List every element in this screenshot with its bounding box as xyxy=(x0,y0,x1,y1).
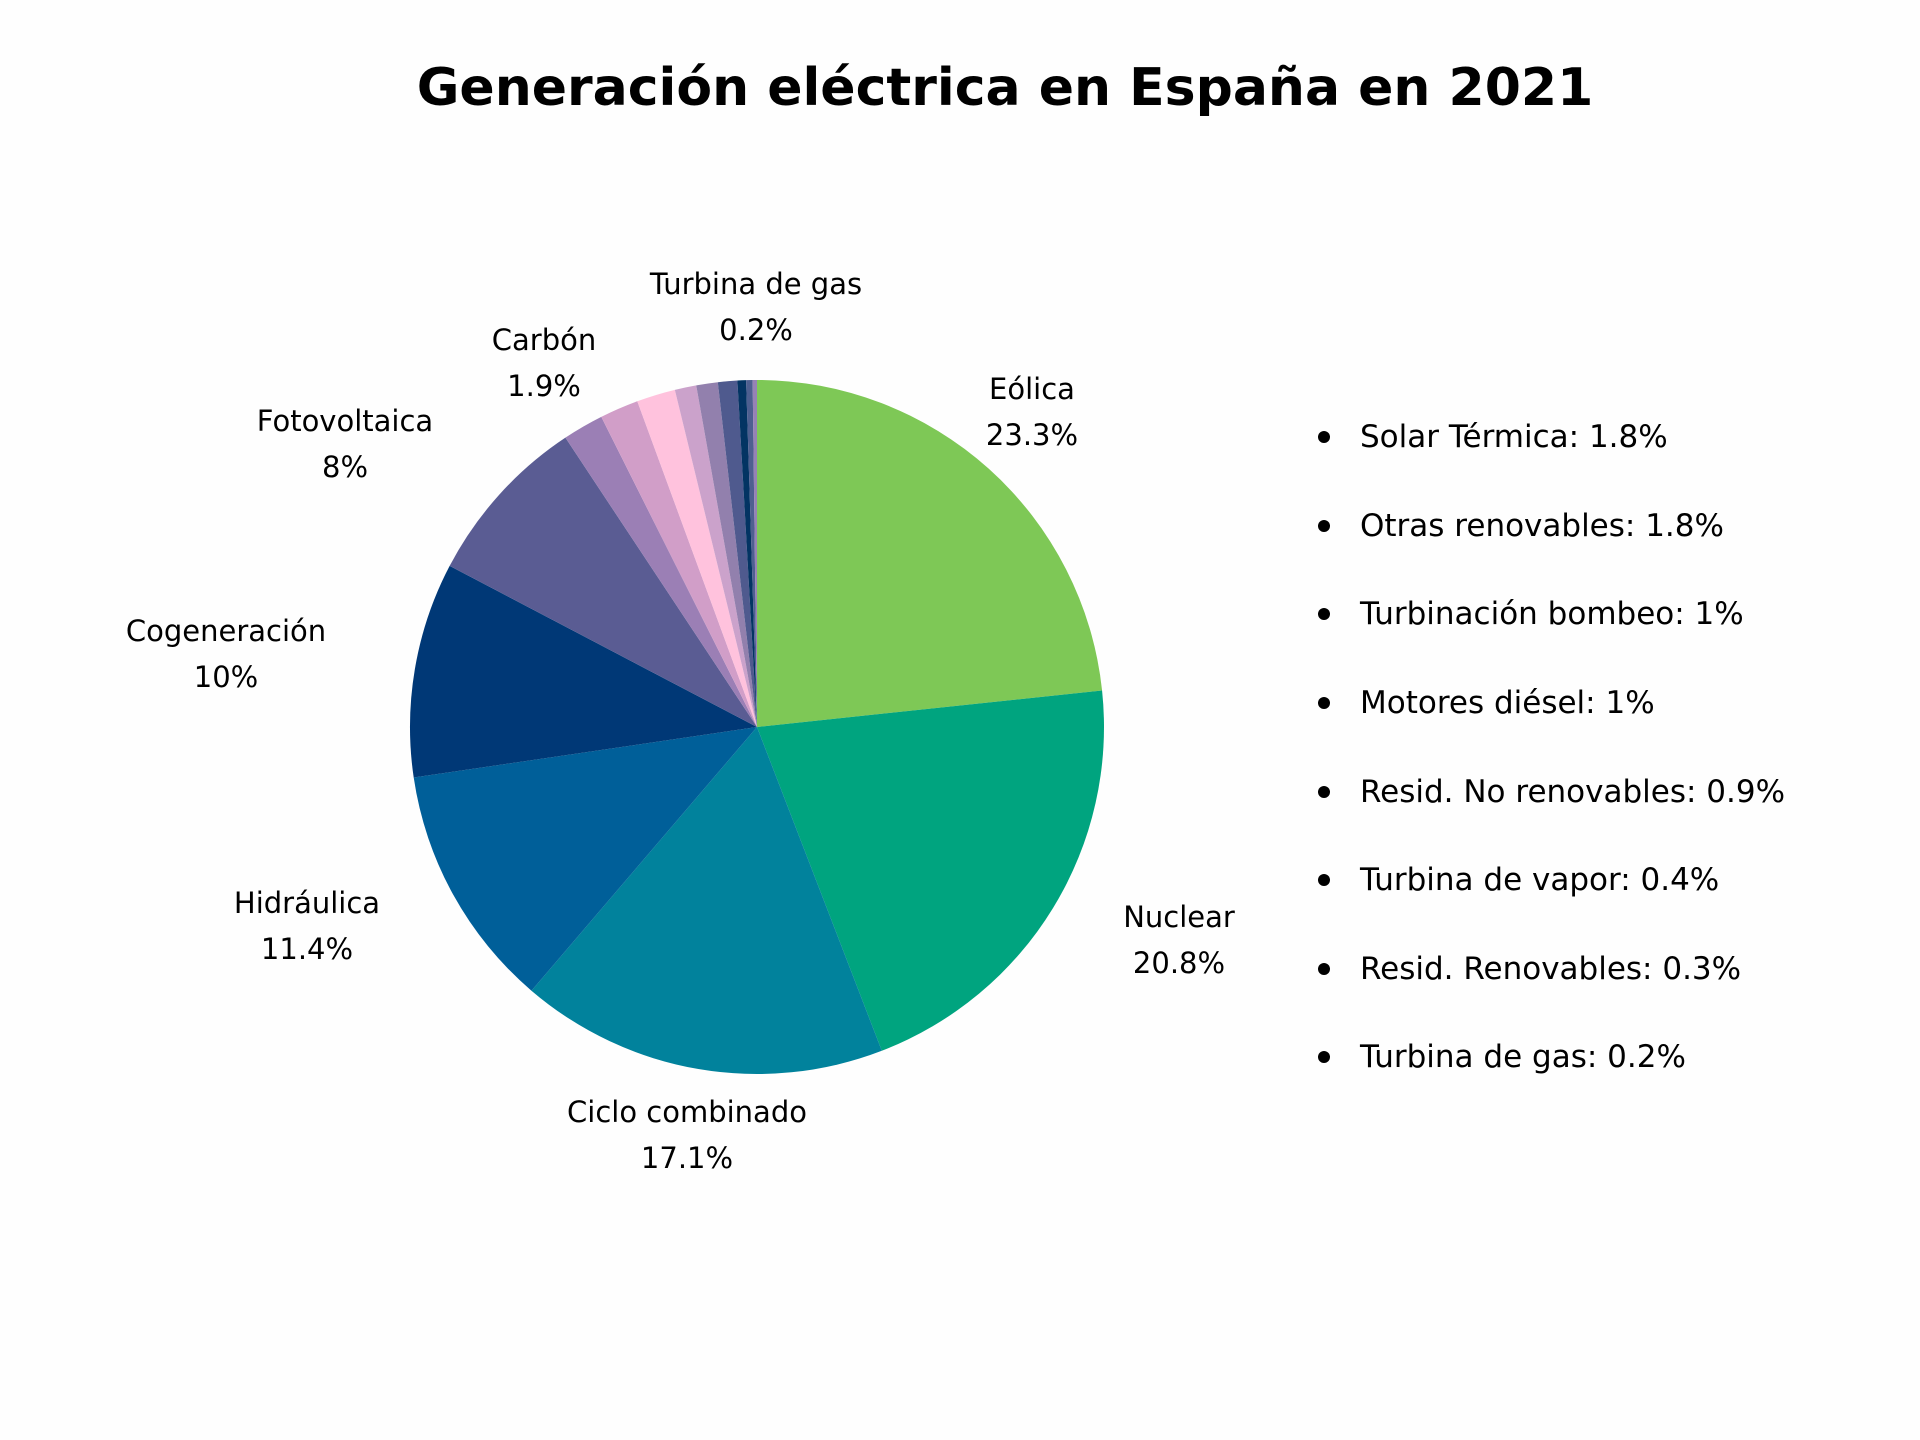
pie-slice xyxy=(752,380,757,727)
legend-item: Otras renovables: 1.8% xyxy=(1318,497,1785,586)
bullet-icon xyxy=(1318,697,1330,710)
legend-text: Solar Térmica: 1.8% xyxy=(1360,419,1668,456)
legend-text: Turbina de gas: 0.2% xyxy=(1360,1039,1686,1076)
slice-label: Cogeneración 10% xyxy=(126,608,326,700)
slice-label: Turbina de gas 0.2% xyxy=(650,261,862,353)
slice-label-name: Turbina de gas xyxy=(649,267,863,301)
pie-slice xyxy=(746,380,757,727)
legend-item: Resid. Renovables: 0.3% xyxy=(1318,940,1785,1029)
slice-label: Nuclear 20.8% xyxy=(1123,894,1235,986)
slice-label-name: Cogeneración xyxy=(125,614,327,648)
pie-slice xyxy=(637,389,757,727)
chart-title: Generación eléctrica en España en 2021 xyxy=(416,58,1594,118)
slice-label-value: 20.8% xyxy=(1132,946,1226,980)
pie-slice xyxy=(531,727,882,1074)
bullet-icon xyxy=(1318,785,1330,798)
slice-label-value: 1.9% xyxy=(507,369,581,403)
bullet-icon xyxy=(1318,874,1330,887)
legend-item: Solar Térmica: 1.8% xyxy=(1318,408,1785,497)
slice-label: Hidráulica 11.4% xyxy=(234,880,380,972)
slice-label-name: Eólica xyxy=(989,372,1075,406)
slice-label-value: 11.4% xyxy=(260,932,354,966)
legend-item: Turbinación bombeo: 1% xyxy=(1318,585,1785,674)
pie-slice xyxy=(696,382,757,727)
pie-slice xyxy=(601,401,757,727)
pie-slice xyxy=(674,385,757,727)
legend-item: Motores diésel: 1% xyxy=(1318,674,1785,763)
pie-slice xyxy=(410,565,757,778)
pie-slice xyxy=(757,380,1103,727)
slice-label-name: Hidráulica xyxy=(233,886,381,920)
slice-label-name: Fotovoltaica xyxy=(256,404,434,438)
legend: Solar Térmica: 1.8% Otras renovables: 1.8… xyxy=(1318,408,1785,1117)
slice-label-value: 8% xyxy=(321,450,369,484)
pie-slice xyxy=(737,380,757,727)
slice-label-value: 10% xyxy=(193,660,259,694)
slice-label: Eólica 23.3% xyxy=(986,366,1078,458)
legend-text: Turbinación bombeo: 1% xyxy=(1360,596,1744,633)
pie-slice xyxy=(757,690,1104,1051)
pie-slice xyxy=(413,727,757,991)
legend-text: Motores diésel: 1% xyxy=(1360,685,1655,722)
bullet-icon xyxy=(1318,519,1330,532)
slice-label-name: Ciclo combinado xyxy=(567,1095,807,1129)
slice-label-value: 23.3% xyxy=(985,418,1079,452)
slice-label: Ciclo combinado 17.1% xyxy=(567,1089,807,1181)
pie-slice xyxy=(449,437,757,727)
legend-text: Turbina de vapor: 0.4% xyxy=(1360,862,1720,899)
pie-slice xyxy=(717,380,757,727)
slice-label-name: Carbón xyxy=(491,323,597,357)
slice-label-value: 0.2% xyxy=(719,313,793,347)
legend-item: Turbina de vapor: 0.4% xyxy=(1318,851,1785,940)
bullet-icon xyxy=(1318,608,1330,621)
bullet-icon xyxy=(1318,962,1330,975)
legend-text: Resid. No renovables: 0.9% xyxy=(1360,773,1786,810)
pie-slice xyxy=(565,416,757,727)
legend-text: Otras renovables: 1.8% xyxy=(1360,507,1724,544)
bullet-icon xyxy=(1318,1051,1330,1064)
slice-label: Fotovoltaica 8% xyxy=(257,398,433,490)
legend-item: Resid. No renovables: 0.9% xyxy=(1318,762,1785,851)
legend-item: Turbina de gas: 0.2% xyxy=(1318,1028,1785,1117)
slice-label-name: Nuclear xyxy=(1123,900,1235,934)
slice-label-value: 17.1% xyxy=(640,1141,734,1175)
legend-text: Resid. Renovables: 0.3% xyxy=(1360,950,1742,987)
bullet-icon xyxy=(1318,431,1330,444)
slice-label: Carbón 1.9% xyxy=(492,317,596,409)
